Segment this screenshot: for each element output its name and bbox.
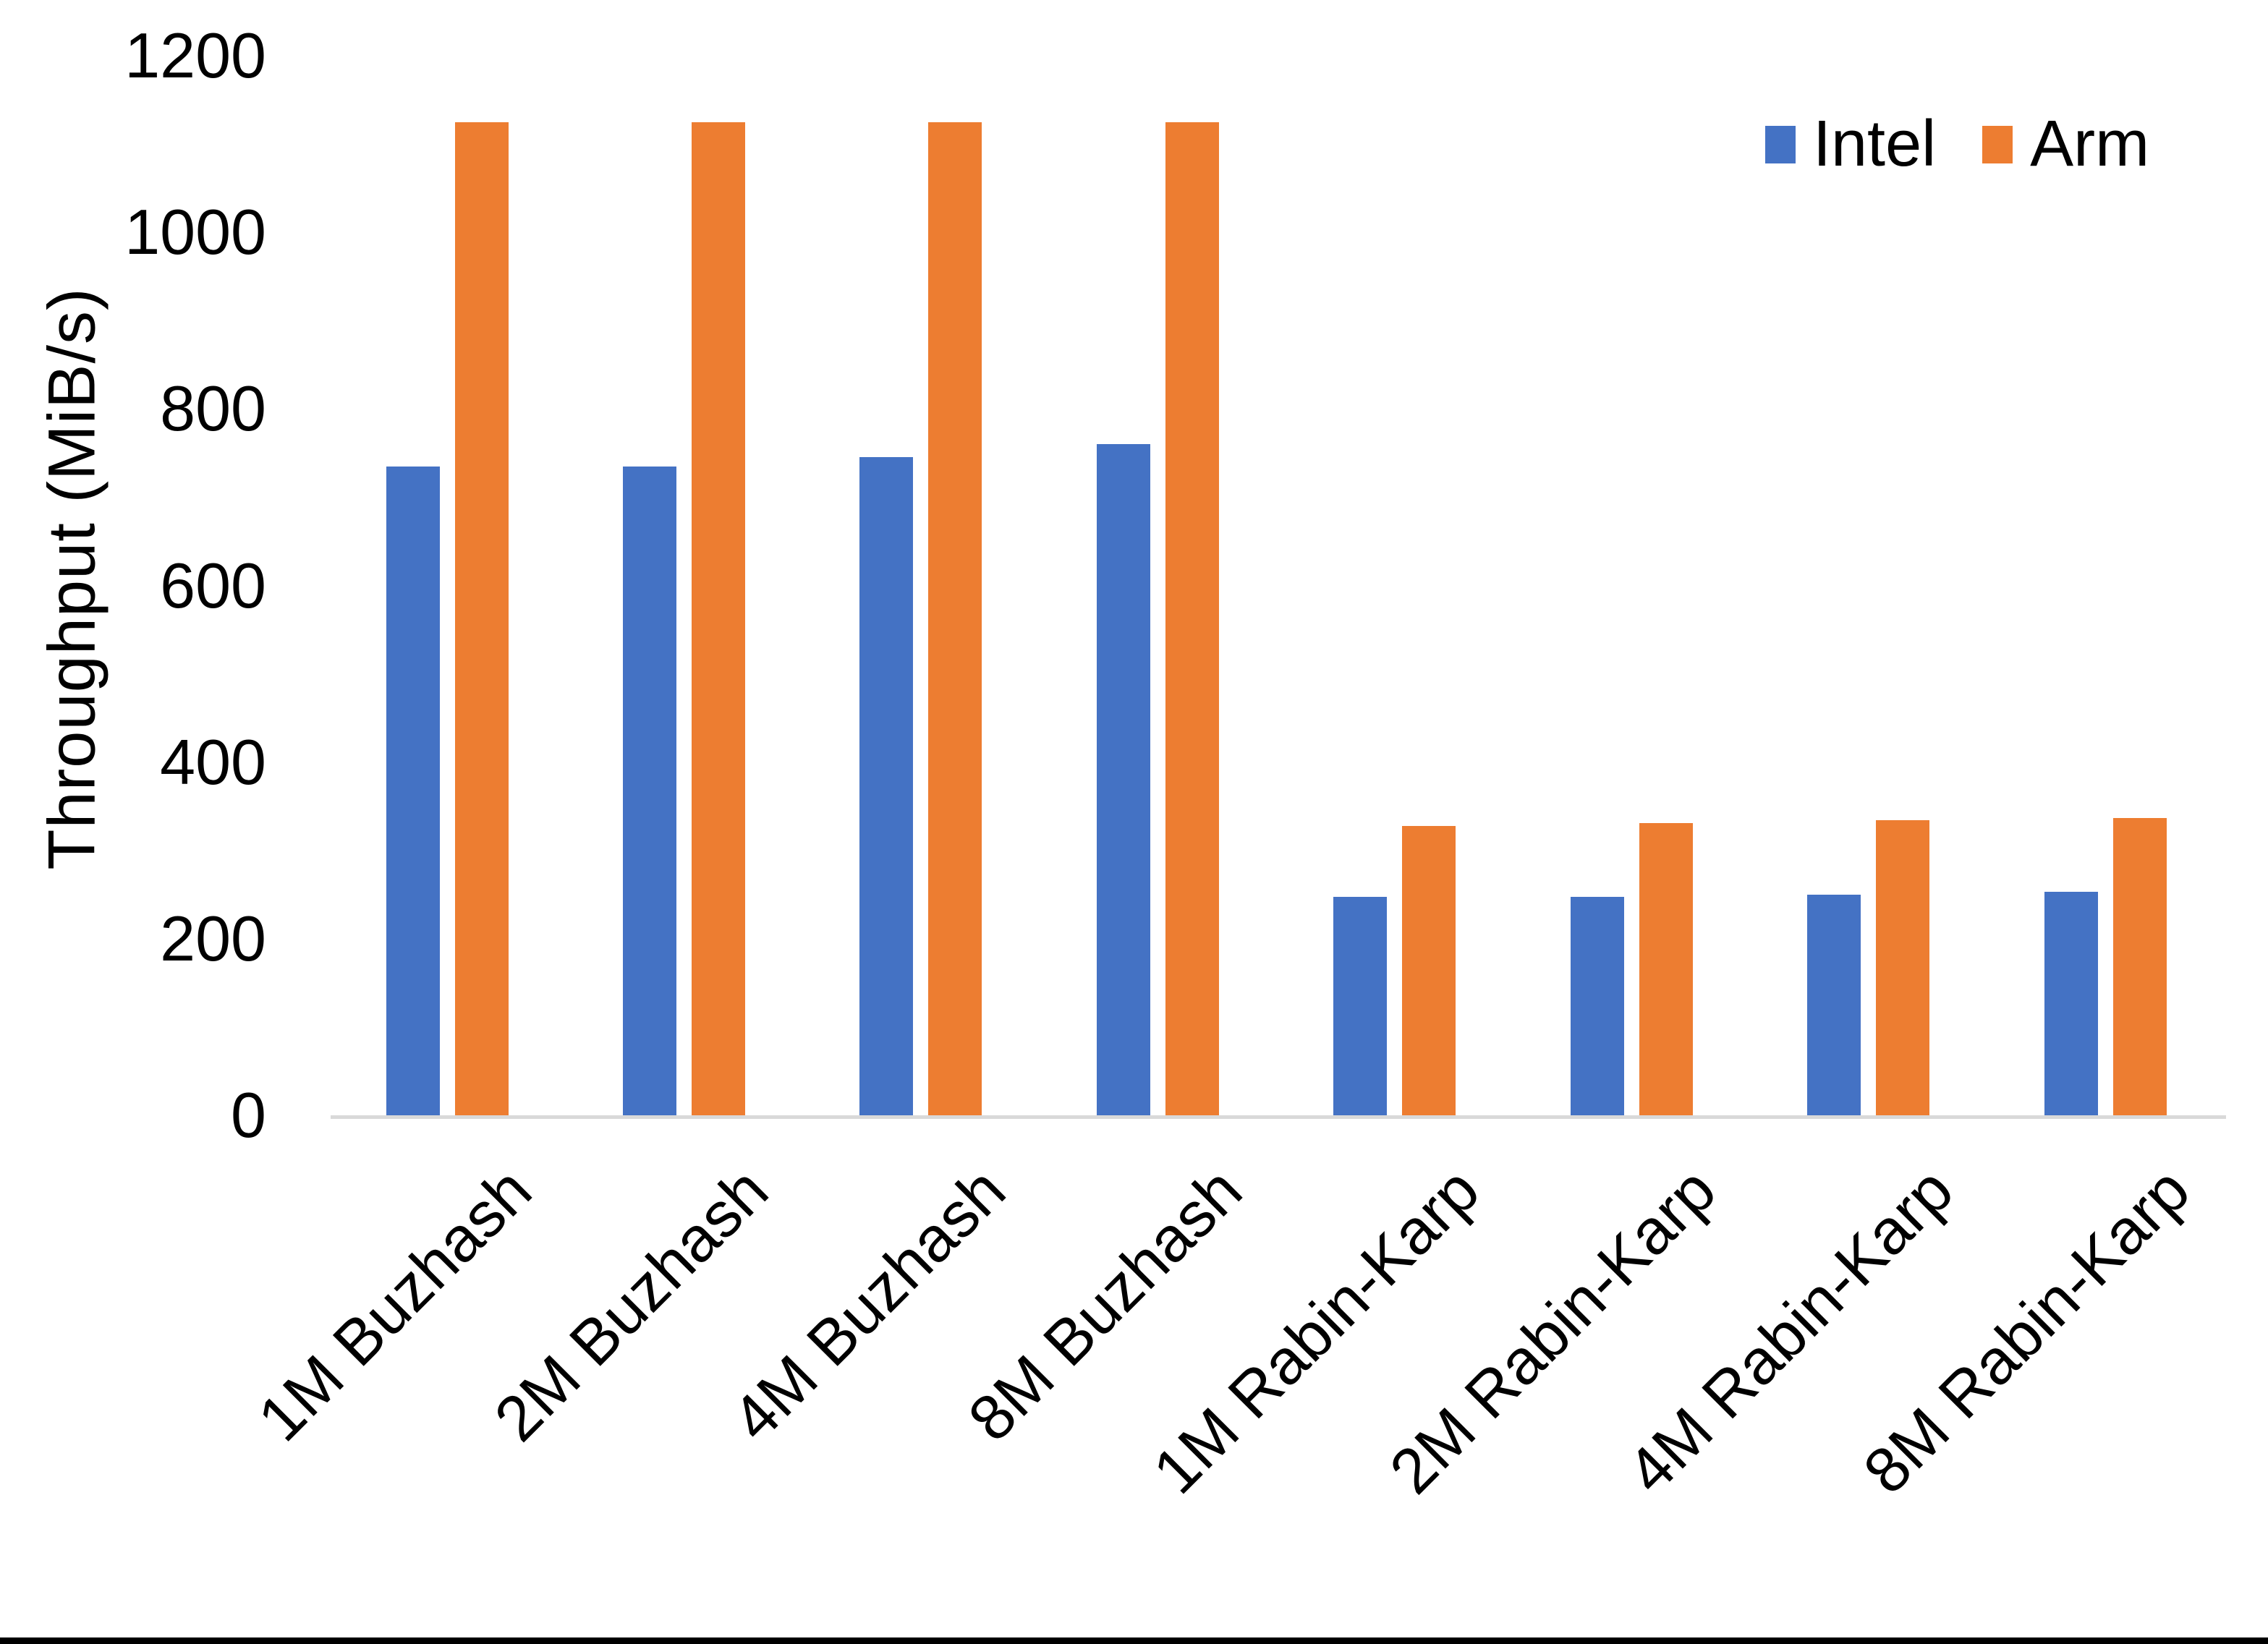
bar-intel-4m-buzhash	[859, 457, 914, 1115]
bar-arm-1m-buzhash	[454, 122, 509, 1115]
bar-intel-8m-rabin-karp	[2044, 892, 2098, 1115]
category-label: 1M Buzhash	[244, 1154, 545, 1455]
legend-swatch-icon	[1982, 125, 2013, 163]
y-tick-label: 200	[160, 902, 266, 974]
legend-label: Intel	[1813, 108, 1937, 180]
legend: Intel Arm	[1765, 107, 2149, 182]
bar-arm-8m-rabin-karp	[2112, 818, 2167, 1115]
legend-item-intel: Intel	[1765, 107, 1936, 182]
bar-arm-2m-rabin-karp	[1639, 823, 1693, 1115]
y-tick-label: 1200	[124, 20, 266, 91]
bar-intel-4m-rabin-karp	[1807, 895, 1861, 1115]
legend-swatch-icon	[1765, 125, 1796, 163]
bar-intel-2m-rabin-karp	[1570, 897, 1624, 1115]
bar-intel-8m-buzhash	[1096, 444, 1150, 1115]
y-tick-label: 1000	[124, 196, 266, 268]
legend-item-arm: Arm	[1982, 107, 2149, 182]
bar-arm-1m-rabin-karp	[1402, 826, 1456, 1115]
x-axis-line	[331, 1115, 2226, 1119]
y-tick-label: 400	[160, 725, 266, 798]
y-tick-label: 600	[160, 549, 266, 621]
bar-intel-2m-buzhash	[622, 467, 676, 1115]
bar-arm-2m-buzhash	[691, 122, 745, 1115]
bar-arm-4m-rabin-karp	[1876, 820, 1930, 1115]
bar-intel-1m-buzhash	[386, 467, 440, 1115]
bar-arm-8m-buzhash	[1165, 122, 1219, 1115]
bar-intel-1m-rabin-karp	[1333, 897, 1388, 1115]
y-tick-label: 800	[160, 372, 266, 445]
y-tick-label: 0	[231, 1079, 266, 1151]
bottom-border-bar	[0, 1637, 2268, 1644]
bar-arm-4m-buzhash	[928, 122, 982, 1115]
legend-label: Arm	[2030, 108, 2150, 180]
